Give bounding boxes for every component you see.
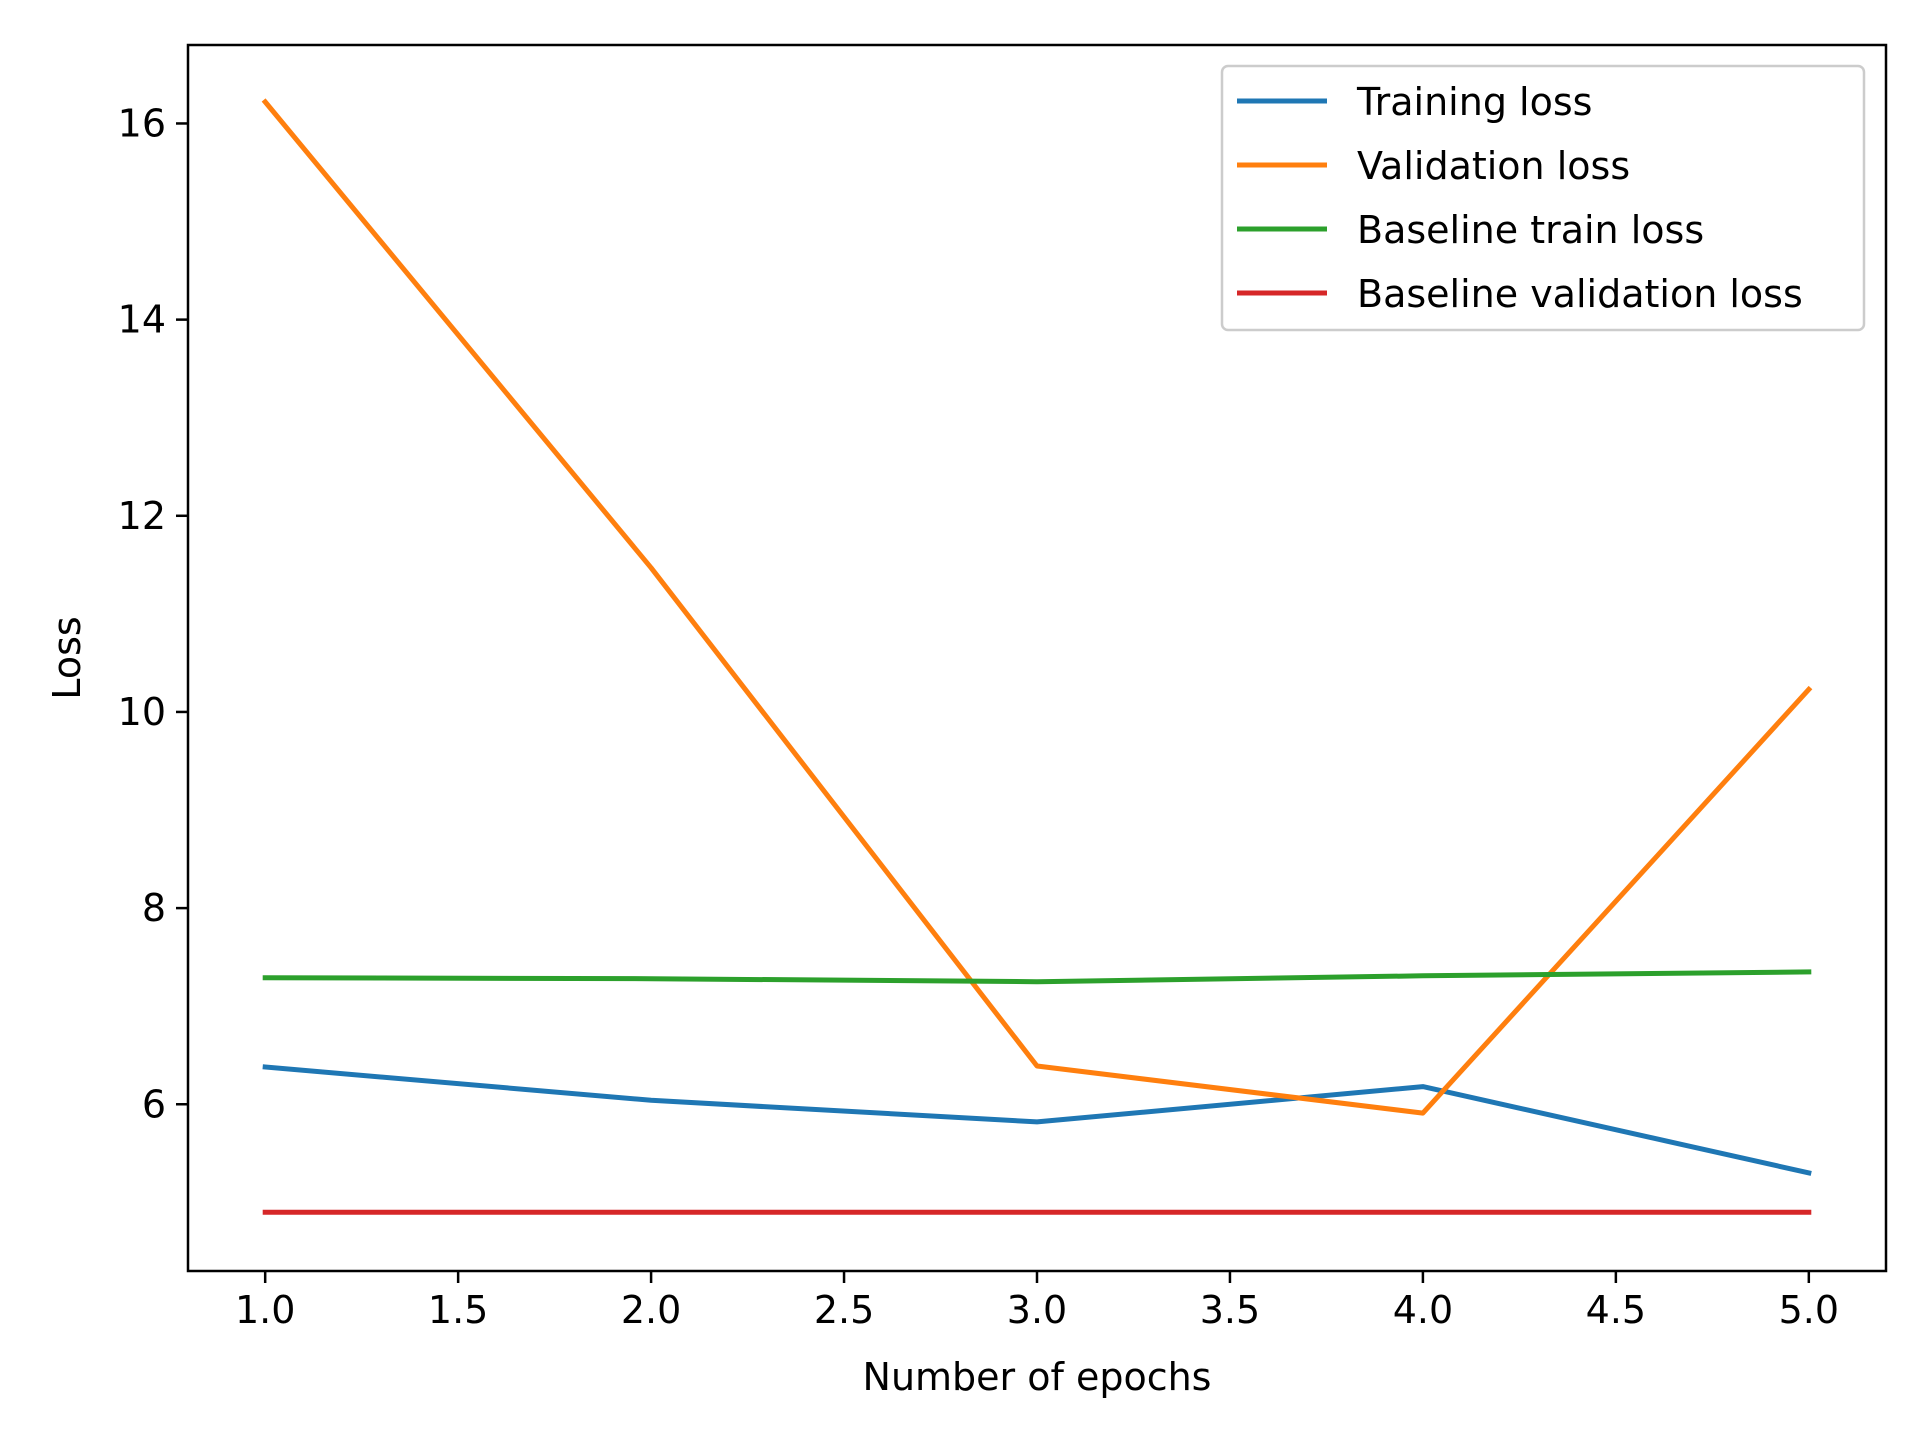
legend-box [1220,64,1866,332]
x-tick-label: 5.0 [1779,1288,1839,1332]
x-tick-label: 4.5 [1586,1288,1646,1332]
x-tick-label: 1.5 [428,1288,488,1332]
y-tick-label: 6 [142,1082,166,1126]
y-tick-label: 8 [142,886,166,930]
y-axis: 6 8 10 12 14 16 [118,101,188,1126]
y-tick-label: 12 [118,494,166,538]
y-tick-label: 14 [118,298,166,342]
x-tick-label: 1.0 [235,1288,295,1332]
series-line-1 [261,98,1813,1116]
y-tick-label: 16 [118,101,166,145]
x-axis-title: Number of epochs [863,1355,1212,1399]
legend-label-0: Training loss [1356,80,1592,124]
legend-label-1: Validation loss [1357,144,1630,188]
x-tick-label: 3.5 [1200,1288,1260,1332]
series-line-0 [262,1064,1812,1176]
y-tick-label: 10 [118,690,166,734]
x-tick-label: 3.0 [1007,1288,1067,1332]
x-axis: 1.0 1.5 2.0 2.5 3.0 3.5 4.0 4.5 5.0 [235,1271,1839,1332]
series-line-2 [262,969,1812,985]
legend-label-2: Baseline train loss [1357,208,1704,252]
y-axis-title: Loss [45,616,89,699]
series-layer [261,98,1813,1215]
x-tick-label: 4.0 [1393,1288,1453,1332]
legend-label-3: Baseline validation loss [1357,272,1803,316]
x-tick-label: 2.0 [621,1288,681,1332]
legend: Training loss Validation loss Baseline tra… [1220,64,1866,332]
x-tick-label: 2.5 [814,1288,874,1332]
